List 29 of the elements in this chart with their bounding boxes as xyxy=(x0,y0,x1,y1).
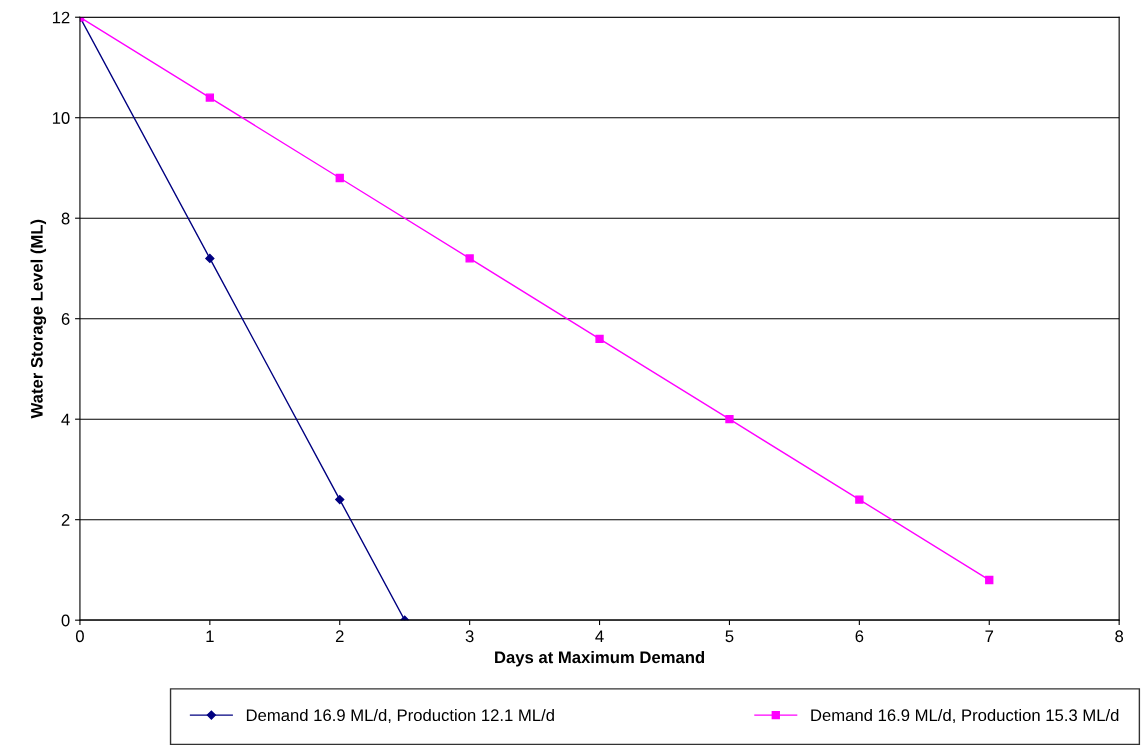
point xyxy=(725,415,734,424)
x-tick-label: 7 xyxy=(985,630,994,642)
x-tick-label: 0 xyxy=(75,630,84,643)
point xyxy=(205,93,215,102)
y-tick-label: 6 xyxy=(61,313,70,325)
legend-label: Demand 16.9 ML/d, Production 12.1 ML/d xyxy=(246,708,554,724)
x-tick-label: 8 xyxy=(1115,630,1124,643)
point xyxy=(595,334,604,343)
x-tick-label: 6 xyxy=(855,630,864,643)
point xyxy=(985,575,994,585)
y-tick-label: 8 xyxy=(61,212,70,225)
x-tick-label: 2 xyxy=(335,630,344,642)
point xyxy=(465,254,474,263)
point xyxy=(205,253,215,264)
x-axis-title: Days at Maximum Demand xyxy=(495,650,705,667)
point xyxy=(335,494,345,505)
x-tick-label: 3 xyxy=(465,630,474,643)
y-axis-title: Water Storage Level (ML) xyxy=(30,219,47,419)
point xyxy=(335,173,344,183)
legend-label: Demand 16.9 ML/d, Production 15.3 ML/d xyxy=(811,708,1119,724)
y-tick-label: 2 xyxy=(61,514,70,526)
y-tick-label: 10 xyxy=(52,112,70,124)
x-tick-label: 4 xyxy=(595,630,604,642)
y-tick-label: 4 xyxy=(61,413,70,426)
y-tick-label: 0 xyxy=(61,614,70,627)
x-tick-label: 1 xyxy=(206,630,214,642)
y-tick-label: 12 xyxy=(52,11,70,24)
point xyxy=(855,495,864,504)
x-tick-label: 5 xyxy=(725,630,734,643)
